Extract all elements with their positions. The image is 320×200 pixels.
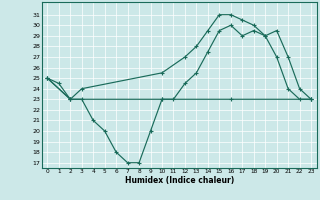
X-axis label: Humidex (Indice chaleur): Humidex (Indice chaleur) <box>124 176 234 185</box>
